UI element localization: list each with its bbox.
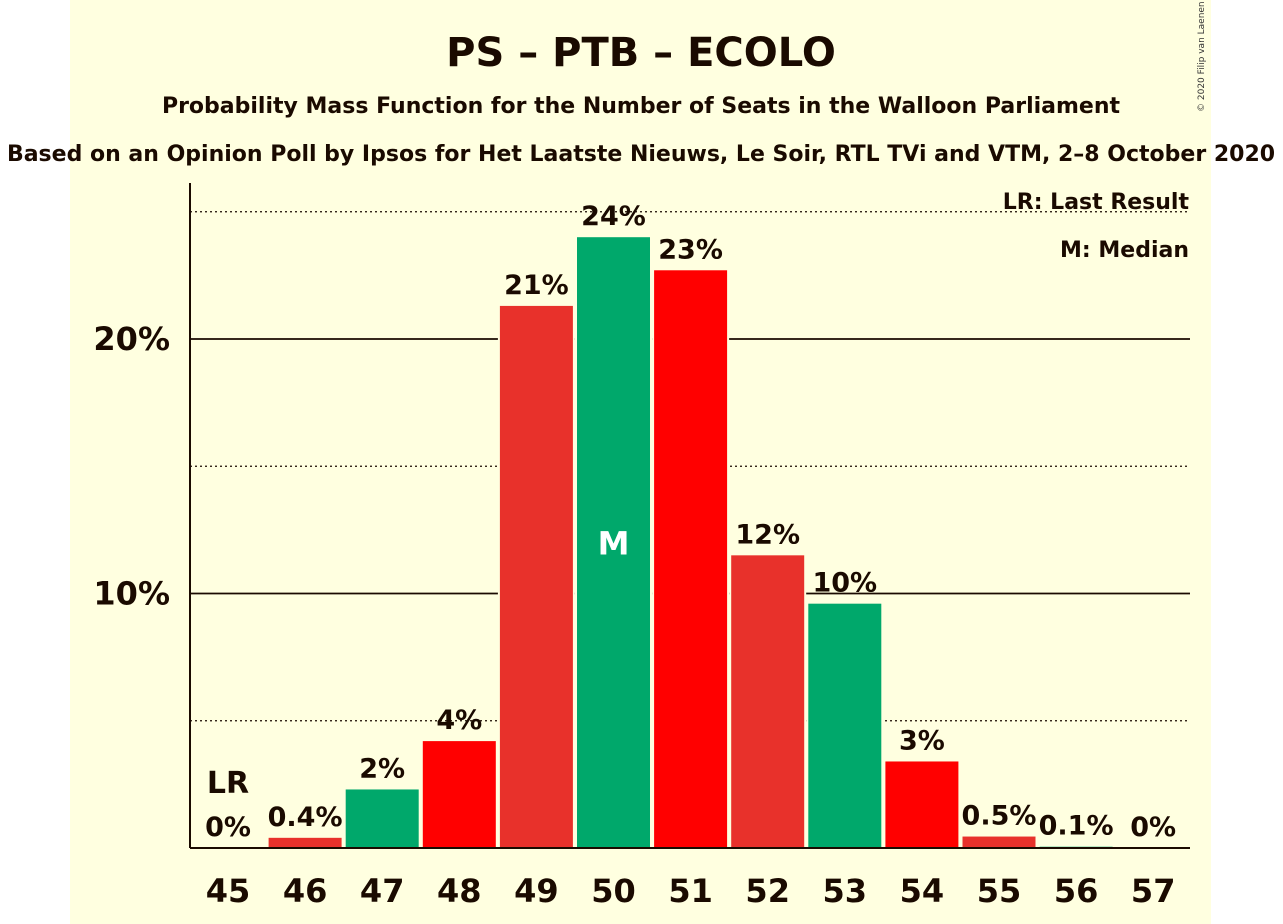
legend-median: M: Median — [1060, 238, 1189, 263]
x-tick-label: 52 — [745, 872, 790, 910]
bar-seats-48 — [422, 741, 496, 848]
bar-labels: 0% LR 0.4% 2% 4% 21% 24% M 23% 12% 10% 3% 0.5% 0.1% 0% — [205, 201, 1176, 843]
bar-seats-55 — [962, 836, 1036, 848]
bar-seats-49 — [499, 305, 573, 848]
bar-value-label: 23% — [658, 234, 723, 265]
y-axis: 10% 20% — [93, 183, 191, 848]
bar-seats-50 — [577, 237, 650, 848]
bar-seats-47 — [345, 789, 419, 848]
bar-gap — [1037, 844, 1115, 848]
x-tick-label: 55 — [977, 872, 1022, 910]
bar-value-label: 4% — [436, 705, 482, 736]
x-tick-label: 53 — [823, 872, 868, 910]
x-axis: 45 46 47 48 49 50 51 52 53 54 55 56 57 — [190, 847, 1190, 910]
bar-value-label: 0.5% — [962, 801, 1037, 832]
x-tick-label: 54 — [900, 872, 945, 910]
bar-value-label: 2% — [359, 753, 405, 784]
last-result-marker: LR — [207, 766, 249, 801]
chart-subtitle-poll: Based on an Opinion Poll by Ipsos for He… — [7, 142, 1275, 167]
chart-title: PS – PTB – ECOLO — [446, 30, 836, 76]
bar-value-label: 0% — [205, 812, 251, 843]
bar-value-label: 3% — [899, 725, 945, 756]
y-tick-label: 10% — [93, 575, 170, 613]
bar-value-label: 21% — [504, 270, 569, 301]
bar-value-label: 0.4% — [268, 802, 343, 833]
bar-seats-53 — [808, 603, 882, 848]
bar-value-label: 0.1% — [1039, 811, 1114, 842]
x-tick-label: 47 — [360, 872, 405, 910]
bar-value-label: 12% — [735, 519, 800, 550]
median-marker: M — [598, 525, 630, 563]
x-tick-label: 50 — [591, 872, 636, 910]
y-tick-label: 20% — [93, 320, 170, 358]
bar-seats-46 — [268, 837, 342, 848]
copyright-notice: © 2020 Filip van Laenen — [1197, 1, 1207, 112]
x-tick-label: 51 — [668, 872, 713, 910]
x-tick-label: 45 — [206, 872, 251, 910]
x-tick-label: 48 — [437, 872, 482, 910]
x-tick-label: 46 — [283, 872, 328, 910]
bar-seats-52 — [731, 555, 805, 848]
bars — [266, 235, 1115, 848]
legend-last-result: LR: Last Result — [1003, 190, 1190, 215]
chart-subtitle: Probability Mass Function for the Number… — [162, 94, 1121, 119]
bar-value-label: 0% — [1130, 812, 1176, 843]
bar-seats-51 — [654, 270, 728, 848]
bar-seats-54 — [885, 761, 959, 848]
x-tick-label: 49 — [514, 872, 559, 910]
bar-value-label: 10% — [812, 568, 877, 599]
x-tick-label: 57 — [1131, 872, 1176, 910]
x-tick-label: 56 — [1054, 872, 1099, 910]
bar-value-label: 24% — [581, 201, 646, 232]
